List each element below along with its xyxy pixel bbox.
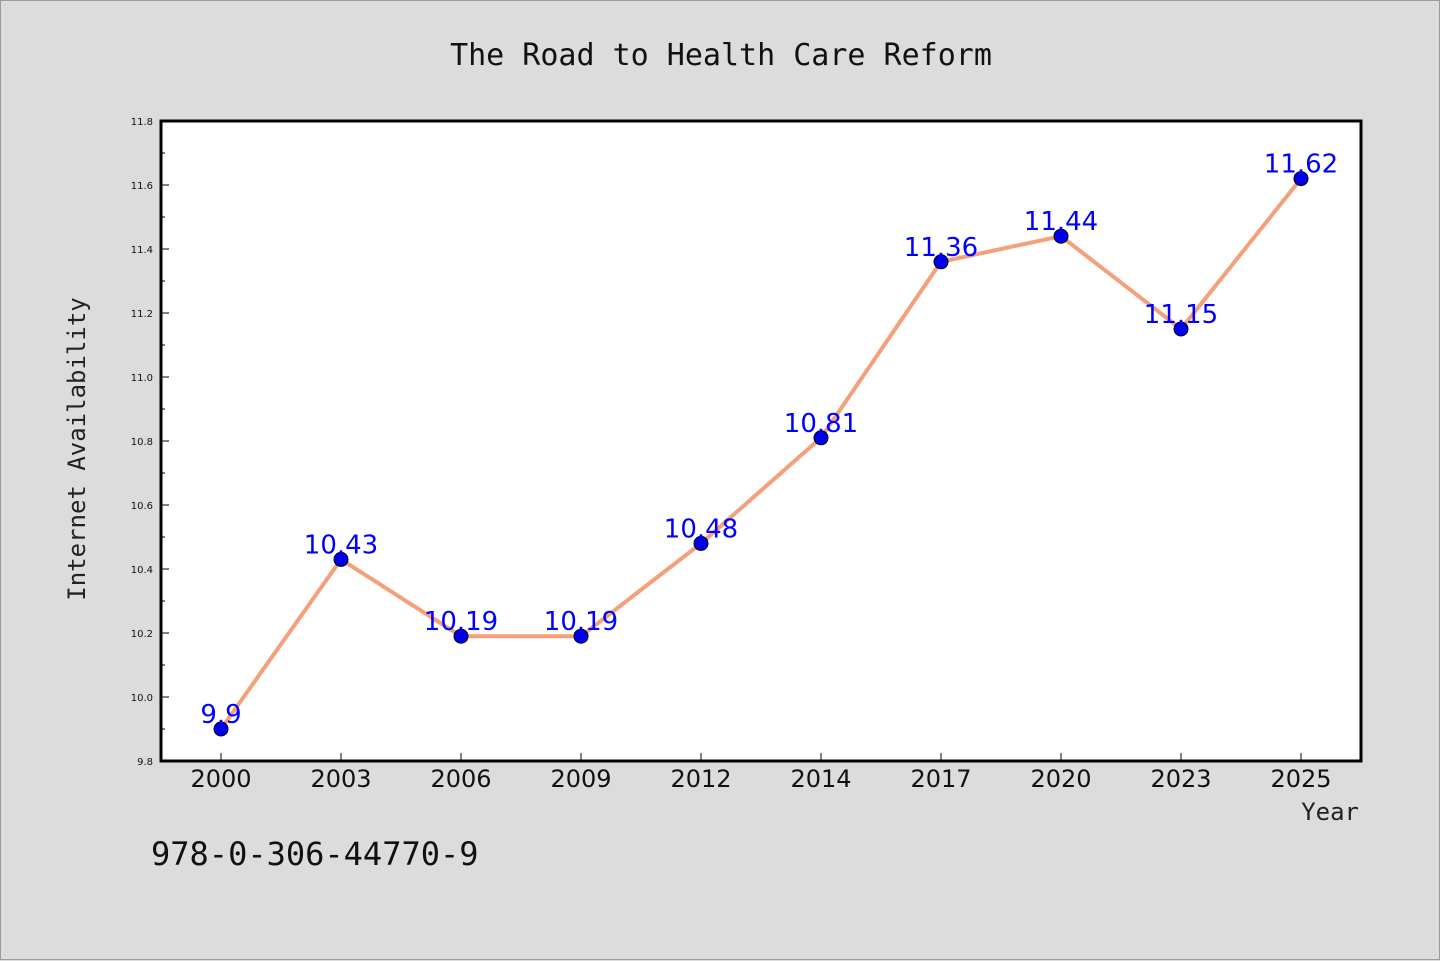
data-point [213, 721, 229, 737]
x-tick-label: 2023 [1150, 765, 1211, 793]
x-tick-label: 2020 [1030, 765, 1091, 793]
series-layer [213, 171, 1309, 737]
data-point [1173, 321, 1189, 337]
data-label: 10.19 [544, 607, 618, 637]
x-tick-label: 2014 [790, 765, 851, 793]
x-tick-label: 2017 [910, 765, 971, 793]
x-tick-label: 2000 [190, 765, 251, 793]
x-tick-label: 2012 [670, 765, 731, 793]
y-tick-label: 10.4 [131, 565, 153, 576]
y-tick-label: 10.6 [131, 501, 153, 512]
data-label: 10.48 [664, 514, 738, 544]
x-tick-label: 2025 [1270, 765, 1331, 793]
data-label: 11.62 [1264, 150, 1338, 180]
plot-area [159, 119, 1363, 763]
y-tick-label: 11.2 [131, 309, 153, 320]
data-point [333, 551, 349, 567]
x-tick-label: 2006 [430, 765, 491, 793]
y-tick-label: 11.6 [131, 181, 153, 192]
chart-title: The Road to Health Care Reform [450, 38, 992, 73]
data-label: 11.44 [1024, 207, 1098, 237]
y-axis: 9.8 10.0 10.2 10.4 10.6 10.8 11.0 11.2 11.4 11.6 1… [131, 117, 169, 768]
x-tick-label: 2009 [550, 765, 611, 793]
x-axis-title: Year [1301, 798, 1359, 826]
y-tick-label: 11.4 [131, 245, 153, 256]
y-tick-label: 11.0 [131, 373, 153, 384]
y-tick-label: 10.0 [131, 693, 153, 704]
x-tick-label: 2003 [310, 765, 371, 793]
data-label: 10.81 [784, 409, 858, 439]
data-label: 10.19 [424, 607, 498, 637]
y-tick-label: 9.8 [137, 757, 153, 768]
data-label: 11.36 [904, 233, 978, 263]
y-tick-label: 10.8 [131, 437, 153, 448]
y-axis-title: Internet Availability [63, 297, 91, 600]
data-point [813, 430, 829, 446]
data-label: 10.43 [304, 530, 378, 560]
x-axis: 2000 2003 2006 2009 2012 2014 2017 2020 2023 2025 [190, 753, 1332, 793]
series-line [219, 177, 1303, 731]
isbn-text: 978-0-306-44770-9 [151, 835, 479, 873]
data-point [573, 628, 589, 644]
data-point [1053, 228, 1069, 244]
data-point [1293, 171, 1309, 187]
data-labels: 9.9 10.43 10.19 10.19 10.48 10.81 11.36 11.44 11… [200, 150, 1338, 730]
y-tick-label: 10.2 [131, 629, 153, 640]
data-label: 11.15 [1144, 300, 1218, 330]
data-point [693, 535, 709, 551]
y-tick-label: 11.8 [131, 117, 153, 128]
data-label: 9.9 [200, 700, 241, 730]
data-point [453, 628, 469, 644]
data-point [933, 254, 949, 270]
